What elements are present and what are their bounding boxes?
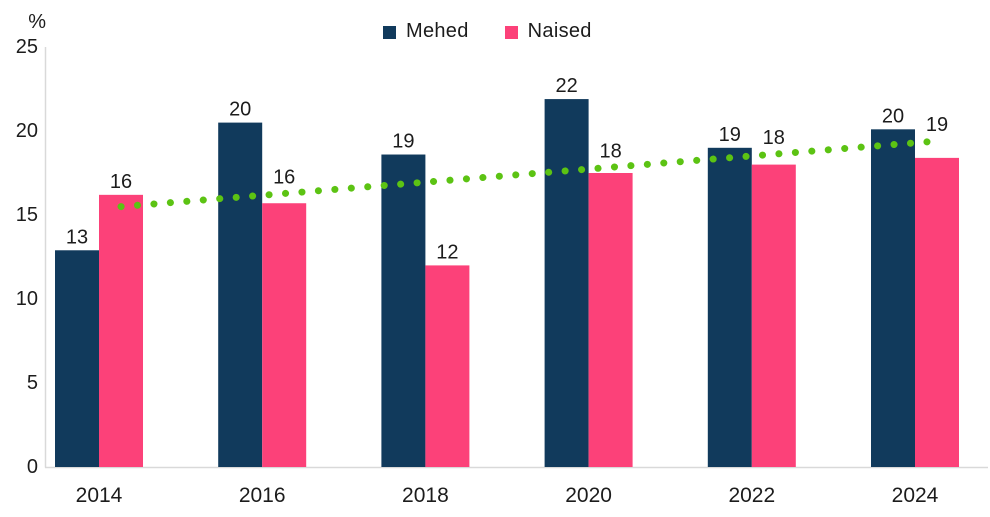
y-tick-20: 20 [16,120,38,142]
x-tick-2018: 2018 [402,484,449,507]
bar-naised-2014 [99,194,143,467]
trendline-dotted [117,137,941,211]
value-label-mehed-2022: 19 [719,124,741,146]
value-label-naised-2014: 16 [110,171,132,193]
y-tick-25: 25 [16,36,38,58]
bar-naised-2016 [262,203,307,468]
bar-mehed-2016 [218,122,263,467]
bar-mehed-2020 [544,99,589,467]
value-label-naised-2020: 18 [599,140,621,162]
legend-label-mehed: Mehed [406,20,469,42]
y-tick-5: 5 [27,372,38,394]
legend-item-naised: Naised [504,20,592,43]
legend-swatch-naised-icon [504,26,518,39]
y-axis-unit-label: % [28,11,46,33]
bar-mehed-2024 [871,129,915,467]
legend-swatch-mehed-icon [383,26,396,39]
bar-naised-2020 [588,173,633,467]
value-label-naised-2018: 12 [436,241,458,263]
value-label-naised-2024: 19 [926,114,948,136]
legend-item-mehed: Mehed [383,20,469,43]
value-label-naised-2016: 16 [273,166,295,188]
x-tick-2014: 2014 [76,484,123,507]
bar-naised-2022 [751,164,796,467]
value-label-mehed-2016: 20 [229,99,251,121]
x-tick-2020: 2020 [565,484,612,507]
bar-mehed-2018 [381,154,426,467]
x-tick-2024: 2024 [892,484,939,507]
value-label-mehed-2018: 19 [392,131,414,153]
y-tick-15: 15 [16,204,38,226]
x-tick-2016: 2016 [239,484,286,507]
x-tick-2022: 2022 [728,484,775,507]
y-tick-0: 0 [27,456,38,478]
value-label-mehed-2024: 20 [882,105,904,127]
value-label-naised-2022: 18 [763,127,785,149]
value-label-mehed-2020: 22 [555,75,577,97]
chart-legend: Mehed Naised [383,20,592,43]
y-tick-10: 10 [16,288,38,310]
value-label-mehed-2014: 13 [66,226,88,248]
bar-mehed-2014 [55,250,99,467]
bar-naised-2018 [425,265,470,467]
bar-naised-2024 [915,157,959,467]
legend-label-naised: Naised [527,20,592,42]
bar-mehed-2022 [707,147,752,468]
